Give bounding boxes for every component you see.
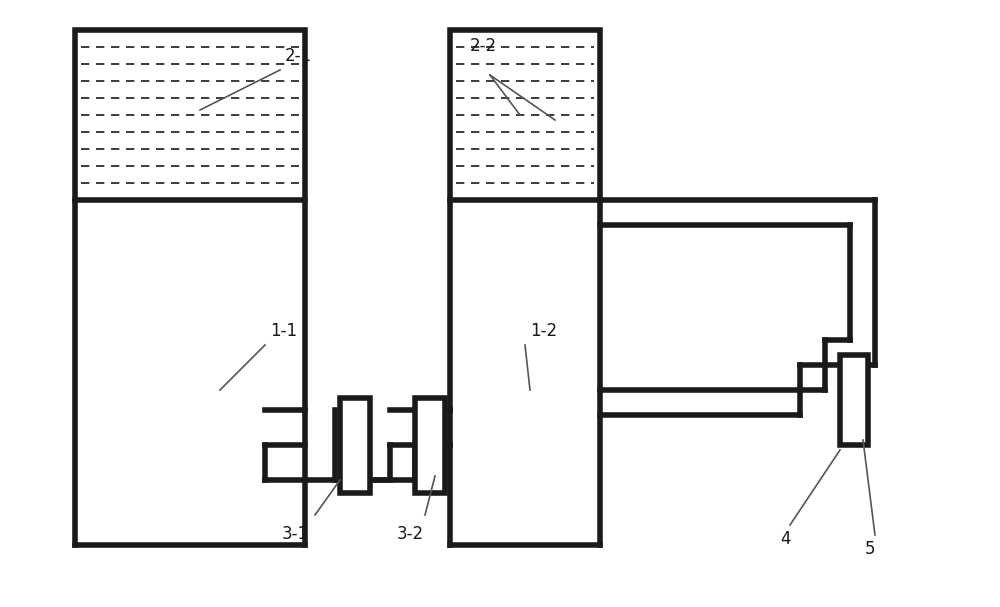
Text: 2-2: 2-2 [470,37,497,55]
Bar [840,355,868,445]
Text: 3-1: 3-1 [281,525,309,543]
Bar [340,398,370,492]
Text: 1-2: 1-2 [530,322,557,340]
Bar [415,398,445,492]
Text: 3-2: 3-2 [396,525,424,543]
Text: 1-1: 1-1 [270,322,297,340]
Text: 4: 4 [780,530,790,548]
Bar [450,30,600,200]
Text: 5: 5 [865,540,876,558]
Bar [75,30,305,200]
Text: 2-1: 2-1 [285,47,312,65]
